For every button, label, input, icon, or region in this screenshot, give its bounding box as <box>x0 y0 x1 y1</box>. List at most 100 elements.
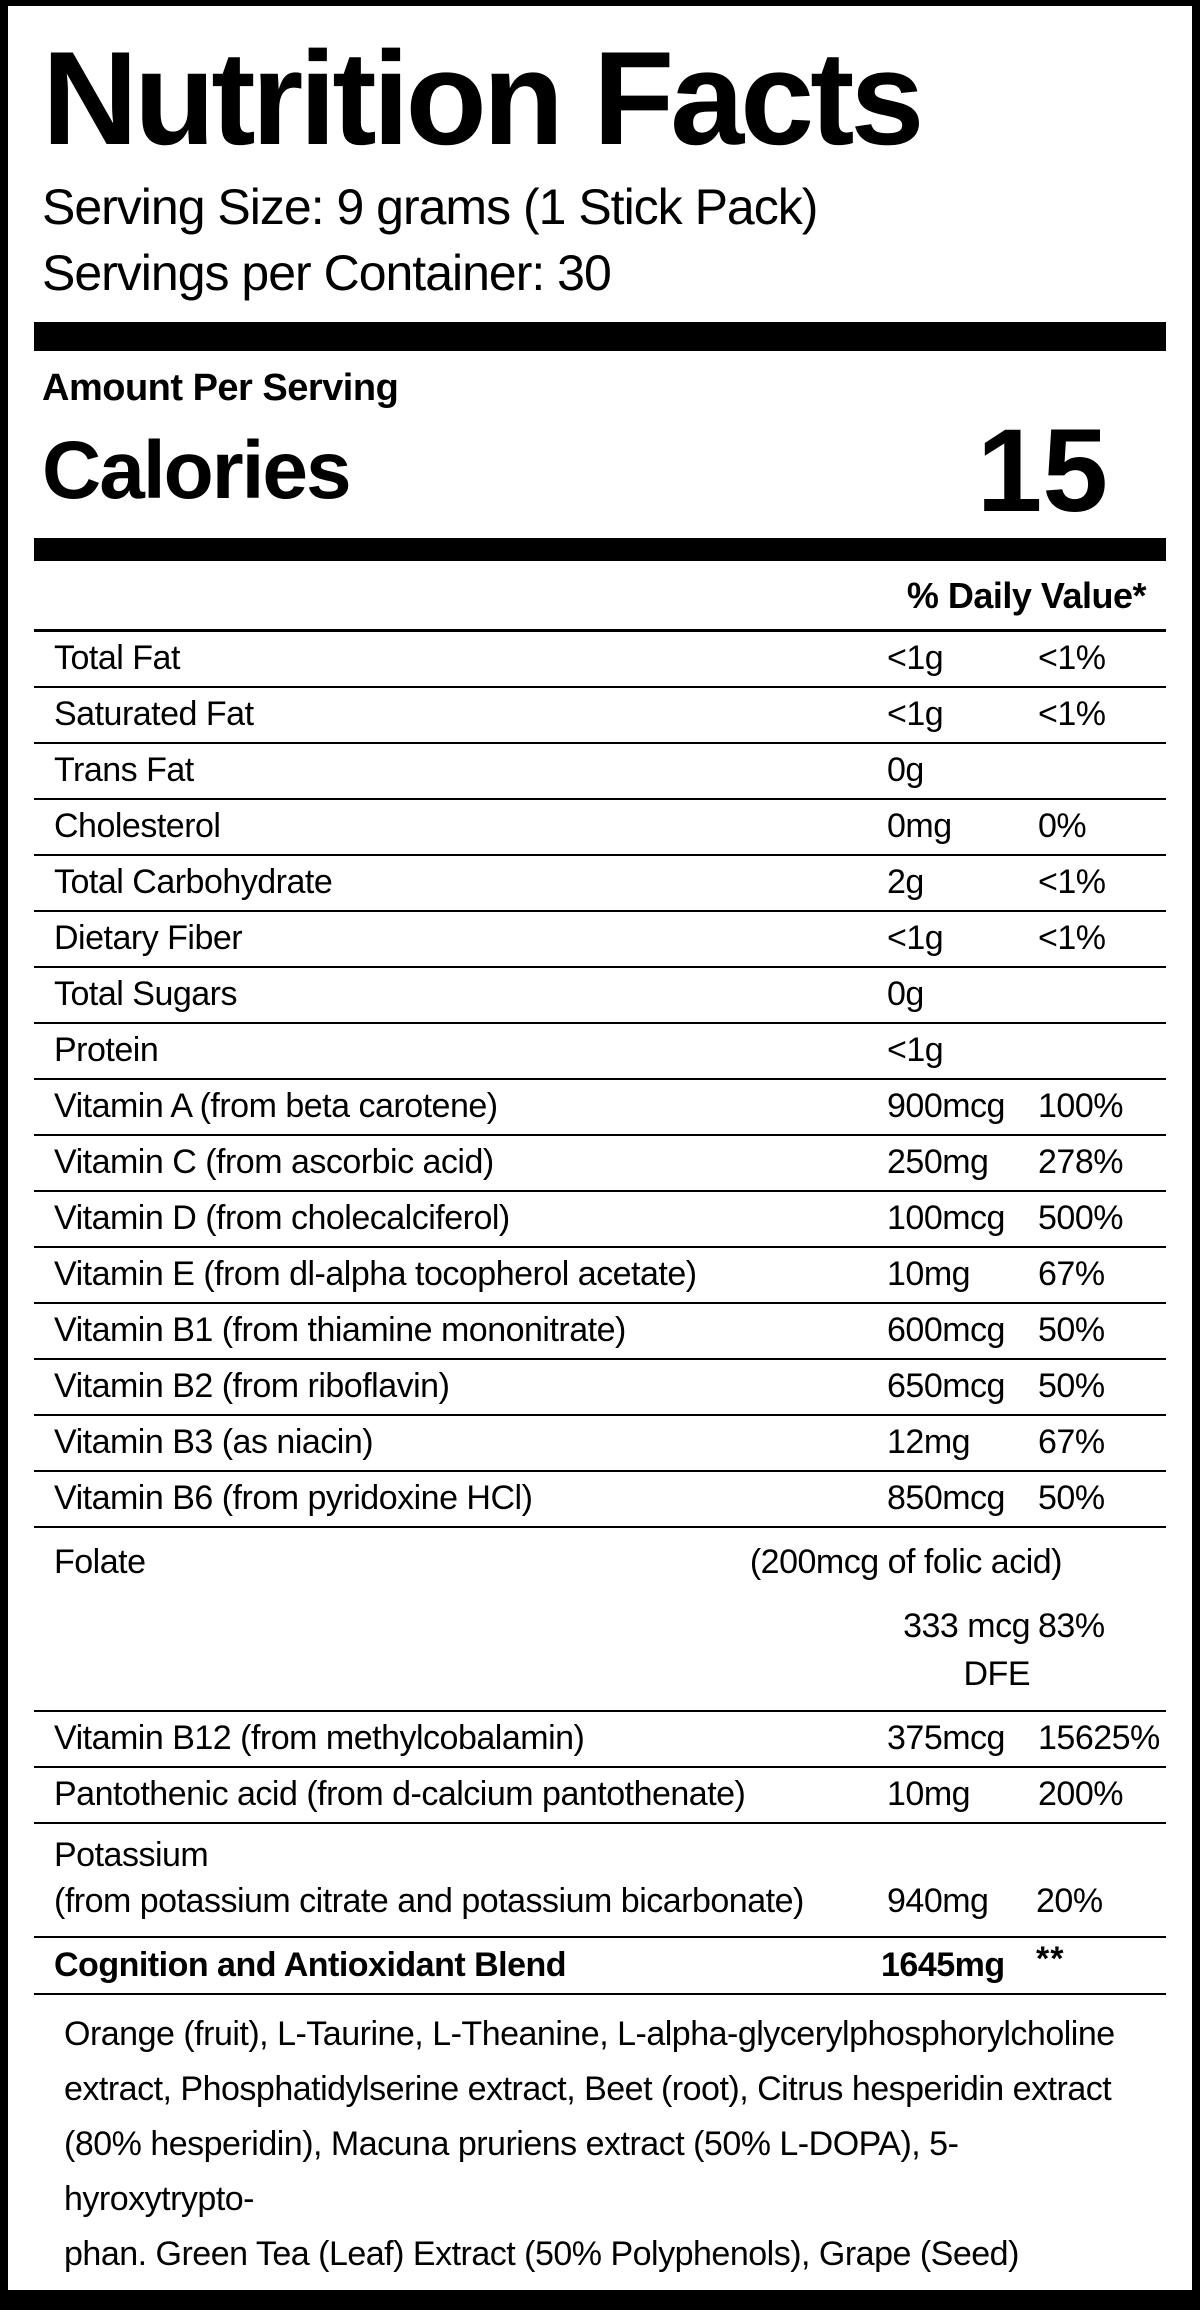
folate-row: Folate (200mcg of folic acid) 333 mcg DF… <box>34 1528 1166 1712</box>
nutrient-name: Trans Fat <box>54 751 194 790</box>
nutrient-name: Vitamin E (from dl-alpha tocopherol acet… <box>54 1255 697 1294</box>
folate-line1: Folate (200mcg of folic acid) <box>54 1538 1166 1586</box>
section-divider-bar <box>34 537 1166 561</box>
blend-description-line: extract, Phosphatidylserine extract, Bee… <box>64 2069 1112 2108</box>
table-row: Vitamin B1 (from thiamine mononitrate) 6… <box>34 1304 1166 1360</box>
nutrient-dv: <1% <box>1038 695 1106 734</box>
nutrient-name: Potassium (from potassium citrate and po… <box>54 1832 881 1924</box>
nutrient-dv: 100% <box>1038 1087 1123 1126</box>
potassium-name: Potassium <box>54 1835 209 1874</box>
blend-description-line: phan. Green Tea (Leaf) Extract (50% Poly… <box>64 2234 1019 2310</box>
nutrient-amount: 2g <box>887 863 924 902</box>
nutrient-dv: <1% <box>1038 639 1106 678</box>
nutrient-dv: <1% <box>1038 919 1106 958</box>
nutrient-name: Cholesterol <box>54 807 221 846</box>
nutrient-amount: 0g <box>887 975 924 1014</box>
blend-description-line: Orange (fruit), L-Taurine, L-Theanine, L… <box>64 2014 1115 2053</box>
table-row: Vitamin E (from dl-alpha tocopherol acet… <box>34 1248 1166 1304</box>
table-row: Vitamin A (from beta carotene) 900mcg 10… <box>34 1080 1166 1136</box>
table-row: Vitamin B3 (as niacin) 12mg 67% <box>34 1416 1166 1472</box>
nutrient-name: Vitamin B1 (from thiamine mononitrate) <box>54 1311 626 1350</box>
nutrient-name: Protein <box>54 1031 159 1070</box>
nutrient-name: Dietary Fiber <box>54 919 243 958</box>
potassium-row: Potassium (from potassium citrate and po… <box>34 1824 1166 1938</box>
nutrient-name: Total Sugars <box>54 975 238 1014</box>
nutrient-name: Total Carbohydrate <box>54 863 333 902</box>
nutrient-amount: 900mcg <box>887 1087 1005 1126</box>
nutrient-dv: <1% <box>1038 863 1106 902</box>
nutrient-amount: 250mg <box>887 1143 989 1182</box>
nutrient-amount: 10mg <box>887 1775 971 1814</box>
nutrient-name: Vitamin A (from beta carotene) <box>54 1087 498 1126</box>
serving-size: Serving Size: 9 grams (1 Stick Pack) <box>42 178 818 235</box>
blend-description-line: (80% hesperidin), Macuna pruriens extrac… <box>64 2124 959 2218</box>
nutrient-amount: 10mg <box>887 1255 971 1294</box>
nutrient-amount: <1g <box>887 919 944 958</box>
servings-per-container: Servings per Container: 30 <box>42 244 612 301</box>
nutrient-dv: 67% <box>1038 1423 1105 1462</box>
nutrient-name: Vitamin D (from cholecalciferol) <box>54 1199 510 1238</box>
nutrient-amount: 12mg <box>887 1423 971 1462</box>
blend-description: Orange (fruit), L-Taurine, L-Theanine, L… <box>34 1995 1166 2310</box>
table-row: Total Carbohydrate 2g <1% <box>34 856 1166 912</box>
label-content: Nutrition Facts Serving Size: 9 grams (1… <box>8 25 1192 2310</box>
table-row: Protein <1g <box>34 1024 1166 1080</box>
folate-line2: 333 mcg DFE 83% <box>54 1602 1166 1698</box>
nutrient-amount: 100mcg <box>887 1199 1005 1238</box>
blend-name: Cognition and Antioxidant Blend <box>54 1945 567 1984</box>
nutrient-name: Total Fat <box>54 639 180 678</box>
nutrient-amount: 0g <box>887 751 924 790</box>
nutrient-amount: 600mcg <box>887 1311 1005 1350</box>
table-row: Total Sugars 0g <box>34 968 1166 1024</box>
folate-source: (200mcg of folic acid) <box>749 1542 1063 1581</box>
nutrient-name: Vitamin B6 (from pyridoxine HCl) <box>54 1479 533 1518</box>
nutrient-table: Total Fat <1g <1% Saturated Fat <1g <1% … <box>34 628 1166 2310</box>
amount-per-serving-label: Amount Per Serving <box>42 366 399 409</box>
nutrient-dv: 83% <box>1038 1606 1105 1645</box>
daily-value-header: % Daily Value* <box>906 574 1147 616</box>
table-row: Vitamin C (from ascorbic acid) 250mg 278… <box>34 1136 1166 1192</box>
nutrient-amount: 333 mcg DFE <box>903 1606 1030 1693</box>
table-row: Vitamin B12 (from methylcobalamin) 375mc… <box>34 1712 1166 1768</box>
nutrient-name: Vitamin C (from ascorbic acid) <box>54 1143 494 1182</box>
nutrient-amount: <1g <box>887 1031 944 1070</box>
nutrient-dv: 15625% <box>1038 1719 1160 1758</box>
table-row: Dietary Fiber <1g <1% <box>34 912 1166 968</box>
calories-value: 15 <box>976 404 1108 537</box>
nutrient-name: Folate <box>54 1542 146 1581</box>
table-row: Total Fat <1g <1% <box>34 632 1166 688</box>
label-title: Nutrition Facts <box>42 25 924 173</box>
nutrient-name: Saturated Fat <box>54 695 254 734</box>
blend-dv: ** <box>1036 1939 1065 1978</box>
table-row: Cholesterol 0mg 0% <box>34 800 1166 856</box>
calories-row: Calories 15 <box>34 412 1166 530</box>
nutrient-amount: 650mcg <box>887 1367 1005 1406</box>
nutrient-amount: 375mcg <box>887 1719 1005 1758</box>
nutrient-name: Vitamin B3 (as niacin) <box>54 1423 374 1462</box>
table-row: Saturated Fat <1g <1% <box>34 688 1166 744</box>
nutrient-name: Pantothenic acid (from d-calcium pantoth… <box>54 1775 746 1814</box>
nutrient-name: Vitamin B12 (from methylcobalamin) <box>54 1719 585 1758</box>
table-row: Pantothenic acid (from d-calcium pantoth… <box>34 1768 1166 1824</box>
calories-label: Calories <box>42 424 352 516</box>
table-row: Vitamin D (from cholecalciferol) 100mcg … <box>34 1192 1166 1248</box>
potassium-source: (from potassium citrate and potassium bi… <box>54 1881 804 1920</box>
table-row: Vitamin B2 (from riboflavin) 650mcg 50% <box>34 1360 1166 1416</box>
nutrient-dv: 500% <box>1038 1199 1123 1238</box>
blend-title-row: Cognition and Antioxidant Blend 1645mg *… <box>34 1938 1166 1995</box>
section-divider-bar <box>34 321 1166 351</box>
nutrient-dv: 278% <box>1038 1143 1123 1182</box>
nutrient-dv: 50% <box>1038 1367 1105 1406</box>
nutrient-dv: 200% <box>1038 1775 1123 1814</box>
nutrient-name: Vitamin B2 (from riboflavin) <box>54 1367 450 1406</box>
nutrient-amount: 850mcg <box>887 1479 1005 1518</box>
nutrient-amount: <1g <box>887 639 944 678</box>
blend-amount: 1645mg <box>881 1945 1005 1984</box>
nutrient-amount: 0mg <box>887 807 952 846</box>
table-row: Vitamin B6 (from pyridoxine HCl) 850mcg … <box>34 1472 1166 1528</box>
nutrient-amount: <1g <box>887 695 944 734</box>
nutrient-dv: 50% <box>1038 1311 1105 1350</box>
nutrient-dv: 67% <box>1038 1255 1105 1294</box>
nutrient-amount: 940mg <box>887 1881 989 1920</box>
